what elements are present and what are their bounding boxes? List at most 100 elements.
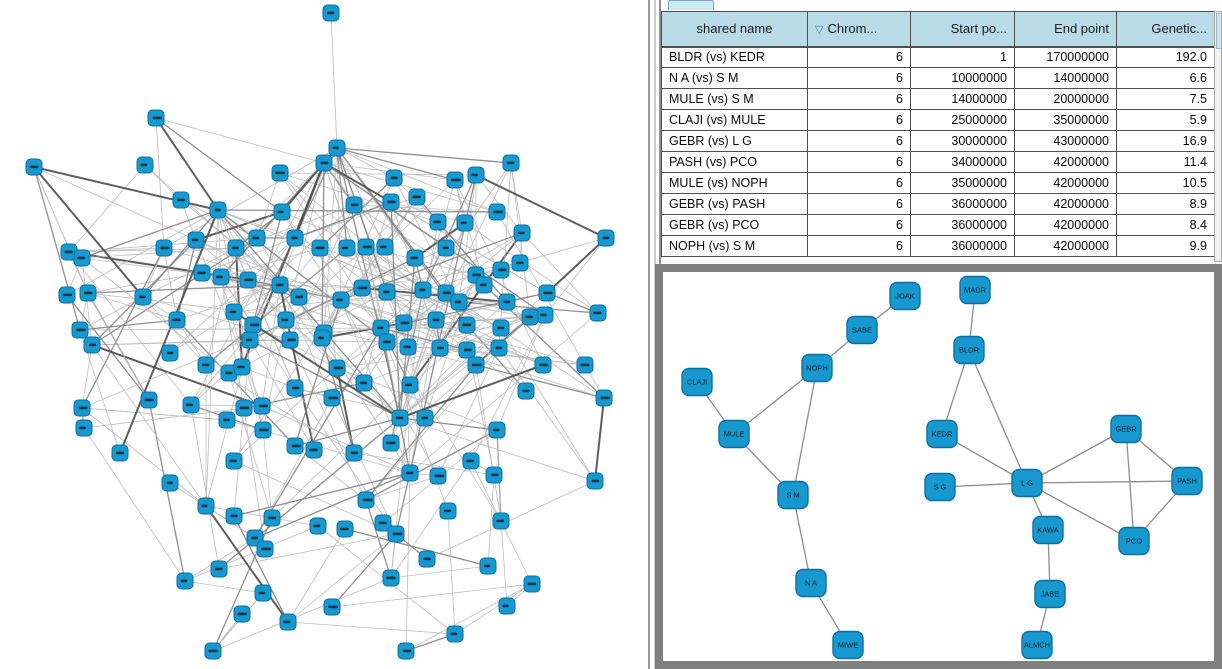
table-cell[interactable]: 42000000 <box>1014 235 1117 257</box>
network-node-almch[interactable]: ALMCH <box>1021 630 1053 660</box>
table-cell[interactable]: 10000000 <box>910 67 1015 89</box>
network-node[interactable] <box>382 569 400 587</box>
network-node[interactable] <box>479 557 497 575</box>
table-cell[interactable]: 42000000 <box>1014 193 1117 215</box>
network-node[interactable] <box>281 331 299 349</box>
network-node[interactable] <box>71 321 89 339</box>
network-node-pash[interactable]: PASH <box>1171 466 1203 496</box>
table-cell[interactable]: BLDR (vs) KEDR <box>661 46 808 68</box>
network-node[interactable] <box>197 356 215 374</box>
table-cell[interactable]: 170000000 <box>1014 46 1117 68</box>
network-node[interactable] <box>277 311 295 329</box>
network-node[interactable] <box>345 196 363 214</box>
network-node-joak[interactable]: JOAK <box>889 281 921 311</box>
hairball-network-canvas[interactable] <box>0 0 648 669</box>
network-node[interactable] <box>427 311 445 329</box>
network-node[interactable] <box>467 356 485 374</box>
network-node[interactable] <box>357 491 375 509</box>
table-row[interactable]: PASH (vs) PCO 6 34000000 42000000 11.4 <box>661 151 1215 173</box>
table-cell[interactable]: 14000000 <box>910 88 1015 110</box>
network-node[interactable] <box>328 139 346 157</box>
network-node[interactable] <box>401 376 419 394</box>
network-node[interactable] <box>586 472 604 490</box>
network-node[interactable] <box>374 514 392 532</box>
table-cell[interactable]: 14000000 <box>1014 67 1117 89</box>
column-header[interactable]: Start po... <box>910 11 1015 48</box>
network-node[interactable] <box>286 437 304 455</box>
table-cell[interactable]: 9.9 <box>1116 235 1215 257</box>
network-node[interactable] <box>475 276 493 294</box>
table-scrollbar[interactable] <box>1214 11 1222 262</box>
network-node[interactable] <box>315 154 333 172</box>
network-node[interactable] <box>429 213 447 231</box>
network-node[interactable] <box>378 283 396 301</box>
network-node-bldr[interactable]: BLDR <box>953 335 985 365</box>
network-node[interactable] <box>227 239 245 257</box>
network-node[interactable] <box>378 333 396 351</box>
network-node[interactable] <box>241 331 259 349</box>
network-node[interactable] <box>253 397 271 415</box>
network-node-claji[interactable]: CLAJI <box>681 367 713 397</box>
network-node[interactable] <box>456 214 474 232</box>
network-node[interactable] <box>235 399 253 417</box>
column-header[interactable]: Genetic... <box>1116 11 1215 48</box>
network-node[interactable] <box>492 261 510 279</box>
network-node[interactable] <box>446 625 464 643</box>
table-row[interactable]: MULE (vs) S M 6 14000000 20000000 7.5 <box>661 88 1215 110</box>
network-node[interactable] <box>233 605 251 623</box>
network-node[interactable] <box>193 264 211 282</box>
network-node[interactable] <box>490 339 508 357</box>
network-node[interactable] <box>197 497 215 515</box>
network-node[interactable] <box>305 441 323 459</box>
network-node[interactable] <box>75 419 93 437</box>
network-node[interactable] <box>353 279 371 297</box>
network-node[interactable] <box>286 229 304 247</box>
table-cell[interactable]: 34000000 <box>910 151 1015 173</box>
table-row[interactable]: NOPH (vs) S M 6 36000000 42000000 9.9 <box>661 235 1215 257</box>
network-node[interactable] <box>172 191 190 209</box>
network-node[interactable] <box>210 560 228 578</box>
table-cell[interactable]: 6 <box>807 67 911 89</box>
network-node[interactable] <box>597 229 615 247</box>
network-node[interactable] <box>492 512 510 530</box>
table-cell[interactable]: CLAJI (vs) MULE <box>661 109 808 131</box>
network-node[interactable] <box>488 203 506 221</box>
table-cell[interactable]: NOPH (vs) S M <box>661 235 808 257</box>
network-node[interactable] <box>332 291 350 309</box>
table-cell[interactable]: 6 <box>807 109 911 131</box>
network-node[interactable] <box>111 444 129 462</box>
network-node[interactable] <box>225 507 243 525</box>
network-node[interactable] <box>450 293 468 311</box>
network-node[interactable] <box>256 540 274 558</box>
network-node[interactable] <box>336 520 354 538</box>
network-node[interactable] <box>322 4 340 22</box>
table-cell[interactable]: 192.0 <box>1116 46 1215 68</box>
network-node-pco[interactable]: PCO <box>1118 526 1150 556</box>
table-cell[interactable]: GEBR (vs) PASH <box>661 193 808 215</box>
network-node[interactable] <box>212 268 230 286</box>
network-node[interactable] <box>391 409 409 427</box>
network-node[interactable] <box>502 154 520 172</box>
network-node[interactable] <box>263 509 281 527</box>
network-node[interactable] <box>357 238 375 256</box>
network-node[interactable] <box>323 389 341 407</box>
network-node[interactable] <box>534 356 552 374</box>
network-node[interactable] <box>168 311 186 329</box>
column-header[interactable]: ▽ Chrom... <box>807 11 911 48</box>
network-node[interactable] <box>437 239 455 257</box>
network-node[interactable] <box>408 188 426 206</box>
network-node[interactable] <box>467 166 485 184</box>
network-node[interactable] <box>79 284 97 302</box>
column-header[interactable]: End point <box>1014 11 1117 48</box>
table-cell[interactable]: 43000000 <box>1014 130 1117 152</box>
network-node[interactable] <box>439 502 457 520</box>
network-node[interactable] <box>595 389 613 407</box>
network-node[interactable] <box>244 316 262 334</box>
network-node[interactable] <box>345 444 363 462</box>
network-node[interactable] <box>458 316 476 334</box>
network-node[interactable] <box>254 584 272 602</box>
network-node[interactable] <box>517 382 535 400</box>
table-cell[interactable]: 8.9 <box>1116 193 1215 215</box>
network-node[interactable] <box>521 308 539 326</box>
network-node[interactable] <box>431 339 449 357</box>
